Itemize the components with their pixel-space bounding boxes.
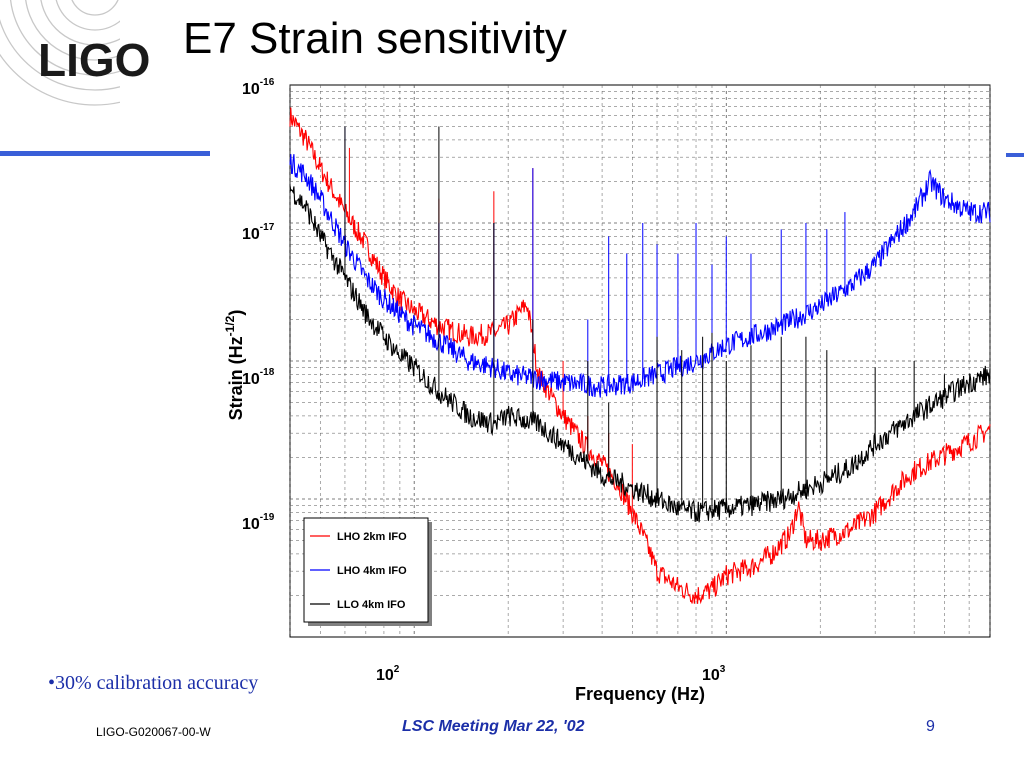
- x-tick-label-100: 102: [376, 664, 400, 684]
- title-underline-right: [1006, 153, 1024, 157]
- y-tick-label-1e-19: 10-19: [242, 512, 275, 533]
- title-underline-left: [0, 151, 210, 156]
- legend-label-lho-4km: LHO 4km IFO: [337, 565, 407, 577]
- slide-title: E7 Strain sensitivity: [183, 14, 567, 63]
- legend: LHO 2km IFO LHO 4km IFO LLO 4km IFO: [303, 517, 432, 626]
- bullet-calibration-accuracy: •30% calibration accuracy: [48, 672, 259, 694]
- x-tick-label-1000: 103: [702, 664, 726, 684]
- ligo-logo-rings: [0, 0, 120, 106]
- y-axis-label: Strain (Hz-1/2): [223, 310, 246, 421]
- legend-label-lho-2km: LHO 2km IFO: [337, 531, 407, 543]
- series-line-lho-2km-ifo: [289, 107, 991, 605]
- y-tick-label-1e-18: 10-18: [242, 367, 275, 388]
- footer-document-id: LIGO-G020067-00-W: [96, 725, 211, 739]
- footer-meeting: LSC Meeting Mar 22, '02: [402, 718, 585, 735]
- footer-page-number: 9: [926, 718, 935, 735]
- series-layer: [289, 107, 991, 605]
- series-line-lho-4km-ifo: [289, 154, 991, 398]
- x-axis-label: Frequency (Hz): [575, 684, 705, 704]
- ligo-logo-text: LIGO: [38, 34, 151, 86]
- series-line-llo-4km-ifo: [289, 185, 991, 523]
- y-tick-label-1e-16: 10-16: [242, 77, 275, 98]
- y-tick-label-1e-17: 10-17: [242, 222, 275, 243]
- grid-lines: [289, 85, 991, 637]
- legend-label-llo-4km: LLO 4km IFO: [337, 599, 406, 611]
